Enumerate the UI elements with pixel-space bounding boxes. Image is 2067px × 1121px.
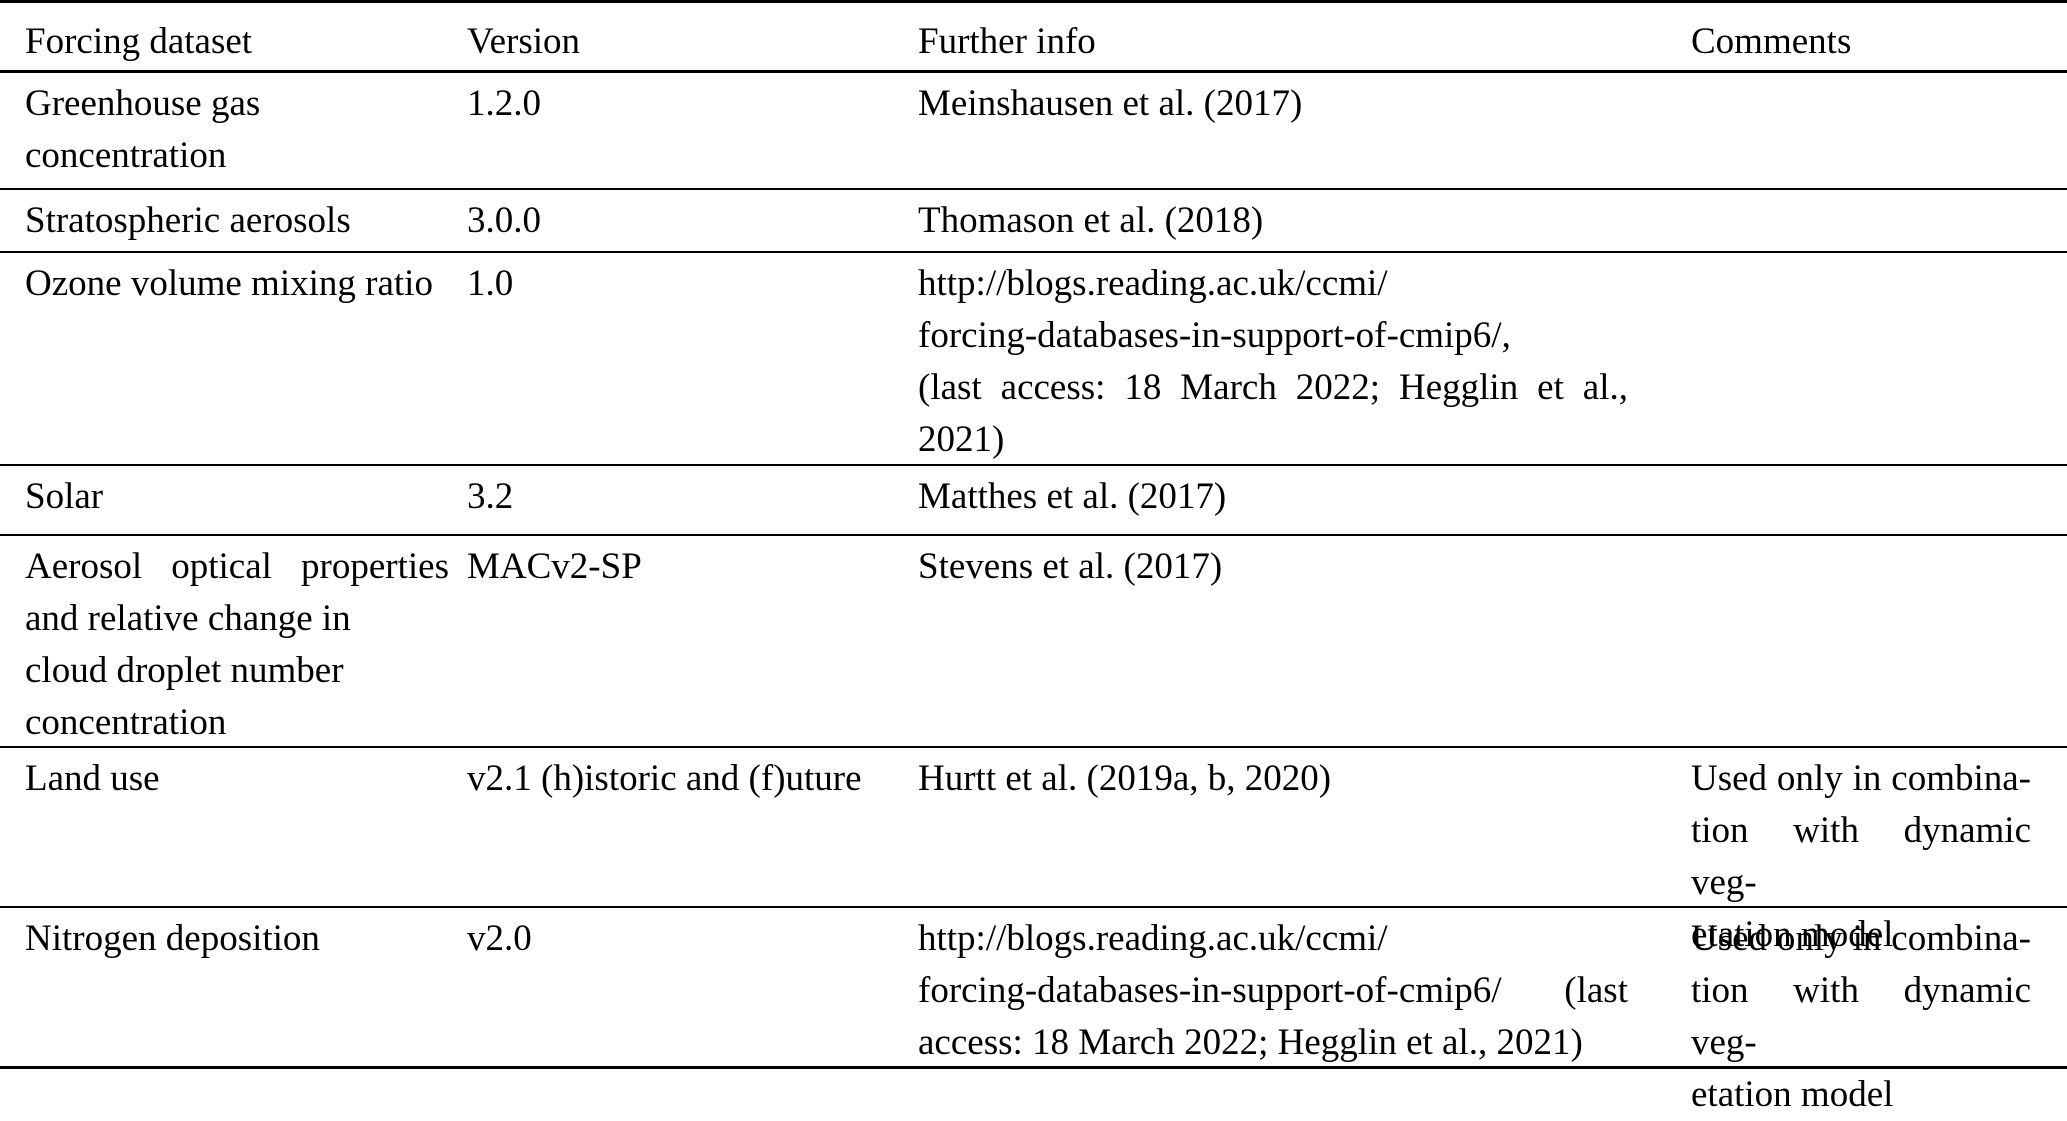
cell-further-info: Thomason et al. (2018) [918, 190, 1691, 251]
cell-line: Stevens et al. (2017) [918, 546, 1223, 587]
cell-line: 1.2.0 [467, 83, 541, 124]
cell-line: 3.0.0 [467, 200, 541, 241]
cell-comments: Used only in combina-tion with dynamic v… [1691, 908, 2042, 1115]
cell-dataset: Land use [0, 748, 467, 906]
cell-line: 3.2 [467, 476, 514, 517]
cell-version: v2.1 (h)istoric and (f)uture [467, 748, 918, 906]
cell-comments [1691, 466, 2042, 534]
cell-line: Land use [25, 758, 160, 799]
cell-line: 1.0 [467, 263, 514, 304]
cell-line: Used only in combina- [1691, 918, 2031, 959]
cell-line: and relative change in [25, 598, 351, 639]
cell-line: Meinshausen et al. (2017) [918, 83, 1303, 124]
cell-line: 2021) [918, 419, 1005, 460]
table-row: Solar 3.2 Matthes et al. (2017) [0, 466, 2067, 536]
cell-further-info: http://blogs.reading.ac.uk/ccmi/forcing-… [918, 253, 1691, 464]
table-row: Aerosol optical properties and relative c… [0, 536, 2067, 748]
cell-line: Thomason et al. (2018) [918, 200, 1264, 241]
cell-version: 1.0 [467, 253, 918, 464]
cell-comments: Used only in combina-tion with dynamic v… [1691, 748, 2042, 955]
cell-line: v2.1 (h)istoric and (f)uture [467, 758, 862, 799]
table-body: Greenhouse gas concentration 1.2.0 Meinshau… [0, 73, 2067, 1115]
column-header-forcing-dataset: Forcing dataset [25, 21, 253, 62]
cell-line: Nitrogen deposition [25, 918, 320, 959]
cell-line: v2.0 [467, 918, 532, 959]
column-header-comments: Comments [1691, 21, 1852, 62]
table-row: Stratospheric aerosols 3.0.0 Thomason et a… [0, 190, 2067, 253]
table-row: Land use v2.1 (h)istoric and (f)uture Hurt… [0, 748, 2067, 955]
cell-line: Hurtt et al. (2019a, b, 2020) [918, 758, 1332, 799]
cell-further-info: Hurtt et al. (2019a, b, 2020) [918, 748, 1691, 906]
table-header-row: Forcing dataset Version Further info Com… [0, 3, 2067, 73]
cell-further-info: Meinshausen et al. (2017) [918, 73, 1691, 188]
cell-version: 3.2 [467, 466, 918, 534]
cell-version: MACv2-SP [467, 536, 918, 746]
cell-dataset: Solar [0, 466, 467, 534]
cell-line: (last access: 18 March 2022; Hegglin et … [918, 367, 1628, 408]
cell-line: Used only in combina- [1691, 758, 2031, 799]
cell-line: Solar [25, 476, 104, 517]
table-row: Nitrogen deposition v2.0 http://blogs.read… [0, 908, 2067, 1115]
cell-comments [1691, 536, 2042, 746]
cell-line: Aerosol optical properties [25, 546, 449, 587]
cell-line: forcing-databases-in-support-of-cmip6/, [918, 315, 1511, 356]
cell-line: concentration [25, 135, 227, 176]
cell-line: tion with dynamic veg- [1691, 970, 2031, 1063]
cell-line: etation model [1691, 1074, 1894, 1115]
cell-line: Matthes et al. (2017) [918, 476, 1227, 517]
cell-version: 3.0.0 [467, 190, 918, 251]
cell-line: concentration [25, 702, 227, 743]
table-row: Greenhouse gas concentration 1.2.0 Meinshau… [0, 73, 2067, 190]
cell-dataset: Stratospheric aerosols [0, 190, 467, 251]
column-header-version: Version [467, 21, 581, 62]
cell-line: http://blogs.reading.ac.uk/ccmi/ [918, 918, 1388, 959]
column-header-further-info: Further info [918, 21, 1096, 62]
cell-line: cloud droplet number [25, 650, 344, 691]
cell-dataset: Nitrogen deposition [0, 908, 467, 1066]
cell-comments [1691, 73, 2042, 188]
cell-version: 1.2.0 [467, 73, 918, 188]
cell-comments [1691, 253, 2042, 464]
table-row: Ozone volume mixing ratio 1.0 http://blogs… [0, 253, 2067, 466]
cell-further-info: http://blogs.reading.ac.uk/ccmi/forcing-… [918, 908, 1691, 1066]
cell-further-info: Matthes et al. (2017) [918, 466, 1691, 534]
cell-comments [1691, 190, 2042, 251]
cell-dataset: Greenhouse gas concentration [0, 73, 467, 188]
cell-dataset: Aerosol optical properties and relative c… [0, 536, 467, 746]
cell-line: http://blogs.reading.ac.uk/ccmi/ [918, 263, 1388, 304]
cell-further-info: Stevens et al. (2017) [918, 536, 1691, 746]
cell-line: Greenhouse gas [25, 83, 261, 124]
cell-line: tion with dynamic veg- [1691, 810, 2031, 903]
cell-line: MACv2-SP [467, 546, 642, 587]
cell-line: access: 18 March 2022; Hegglin et al., 2… [918, 1022, 1583, 1063]
cell-line: Stratospheric aerosols [25, 200, 351, 241]
cell-dataset: Ozone volume mixing ratio [0, 253, 467, 464]
cell-version: v2.0 [467, 908, 918, 1066]
cell-line: Ozone volume mixing ratio [25, 263, 433, 304]
cell-line: forcing-databases-in-support-of-cmip6/ (… [918, 970, 1628, 1011]
cell-line: etation model [1691, 914, 1894, 955]
